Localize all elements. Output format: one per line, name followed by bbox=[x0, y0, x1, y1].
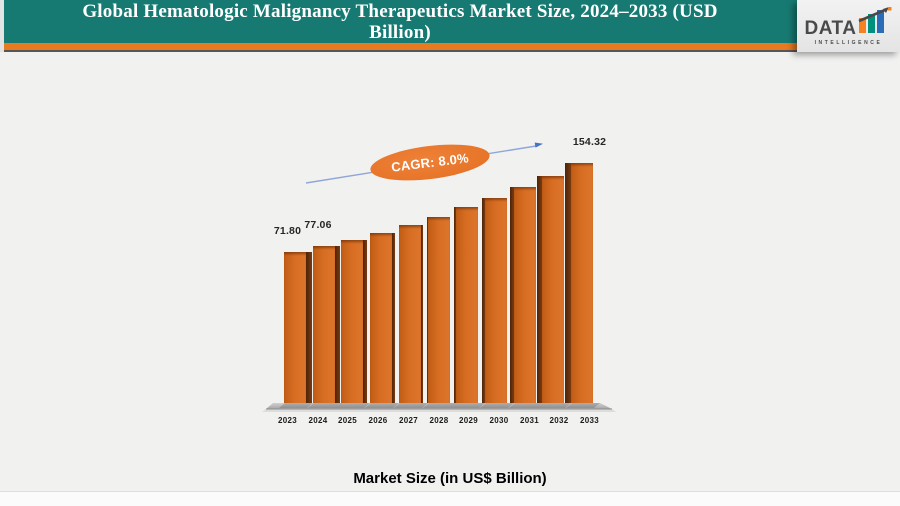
chart-floor bbox=[266, 403, 612, 409]
brand-logo: DATA INTELLIGENCE bbox=[797, 0, 900, 52]
bar-2032 bbox=[537, 176, 564, 403]
year-label-2025: 2025 bbox=[338, 416, 357, 425]
bar-2030 bbox=[482, 198, 507, 403]
page-title-line2: Billion) bbox=[369, 22, 431, 43]
bar-side-face bbox=[363, 240, 367, 403]
header-accent-bar bbox=[4, 43, 900, 50]
year-label-2024: 2024 bbox=[308, 416, 328, 425]
brand-logo-row: DATA bbox=[804, 6, 893, 39]
header-banner bbox=[4, 0, 900, 43]
bar-2025 bbox=[341, 240, 367, 403]
chart-floor-shadow bbox=[262, 409, 616, 412]
year-label-2027: 2027 bbox=[399, 416, 418, 425]
bar-side-face bbox=[482, 198, 485, 403]
page-title-line1: Global Hematologic Malignancy Therapeuti… bbox=[82, 1, 718, 22]
year-label-2023: 2023 bbox=[278, 416, 297, 425]
brand-logo-text: DATA bbox=[804, 17, 857, 39]
year-label-2031: 2031 bbox=[520, 416, 539, 425]
bar-2027 bbox=[399, 225, 423, 403]
header-shadow-line bbox=[4, 50, 900, 52]
cagr-badge-label: CAGR: 8.0% bbox=[390, 150, 470, 175]
footer-strip bbox=[0, 491, 900, 506]
brand-logo-subtext: INTELLIGENCE bbox=[814, 39, 883, 46]
bar-value-label-2024: 77.06 bbox=[304, 219, 332, 231]
bar-side-face bbox=[510, 187, 514, 403]
bar-shadow bbox=[566, 403, 600, 408]
bar-side-face bbox=[454, 207, 456, 403]
page-title: Global Hematologic Malignancy Therapeuti… bbox=[0, 1, 800, 43]
year-label-2028: 2028 bbox=[429, 416, 449, 425]
bar-side-face bbox=[565, 163, 571, 403]
year-label-2030: 2030 bbox=[489, 416, 509, 425]
bar-side-face bbox=[421, 225, 423, 403]
bar-2026 bbox=[370, 233, 395, 403]
bar-2028 bbox=[427, 217, 450, 403]
bar-side-face bbox=[427, 217, 428, 403]
year-label-2026: 2026 bbox=[368, 416, 388, 425]
bar-side-face bbox=[306, 252, 312, 403]
logo-bars-icon bbox=[858, 6, 892, 38]
bar-value-label-2023: 71.80 bbox=[273, 225, 302, 237]
year-label-2033: 2033 bbox=[580, 416, 599, 425]
bar-2031 bbox=[510, 187, 536, 403]
growth-trend-arrow-head bbox=[534, 142, 543, 148]
year-label-2029: 2029 bbox=[459, 416, 478, 425]
bar-value-label-2033: 154.32 bbox=[572, 136, 607, 148]
axis-caption: Market Size (in US$ Billion) bbox=[353, 470, 547, 487]
bar-side-face bbox=[392, 233, 395, 403]
bar-2024 bbox=[313, 246, 340, 403]
bar-side-face bbox=[537, 176, 542, 403]
bar-2029 bbox=[454, 207, 478, 403]
bar-2033 bbox=[565, 163, 593, 403]
year-label-2032: 2032 bbox=[549, 416, 569, 425]
bar-2023 bbox=[284, 252, 312, 403]
header-left-edge bbox=[0, 0, 4, 52]
bar-side-face bbox=[335, 246, 340, 403]
